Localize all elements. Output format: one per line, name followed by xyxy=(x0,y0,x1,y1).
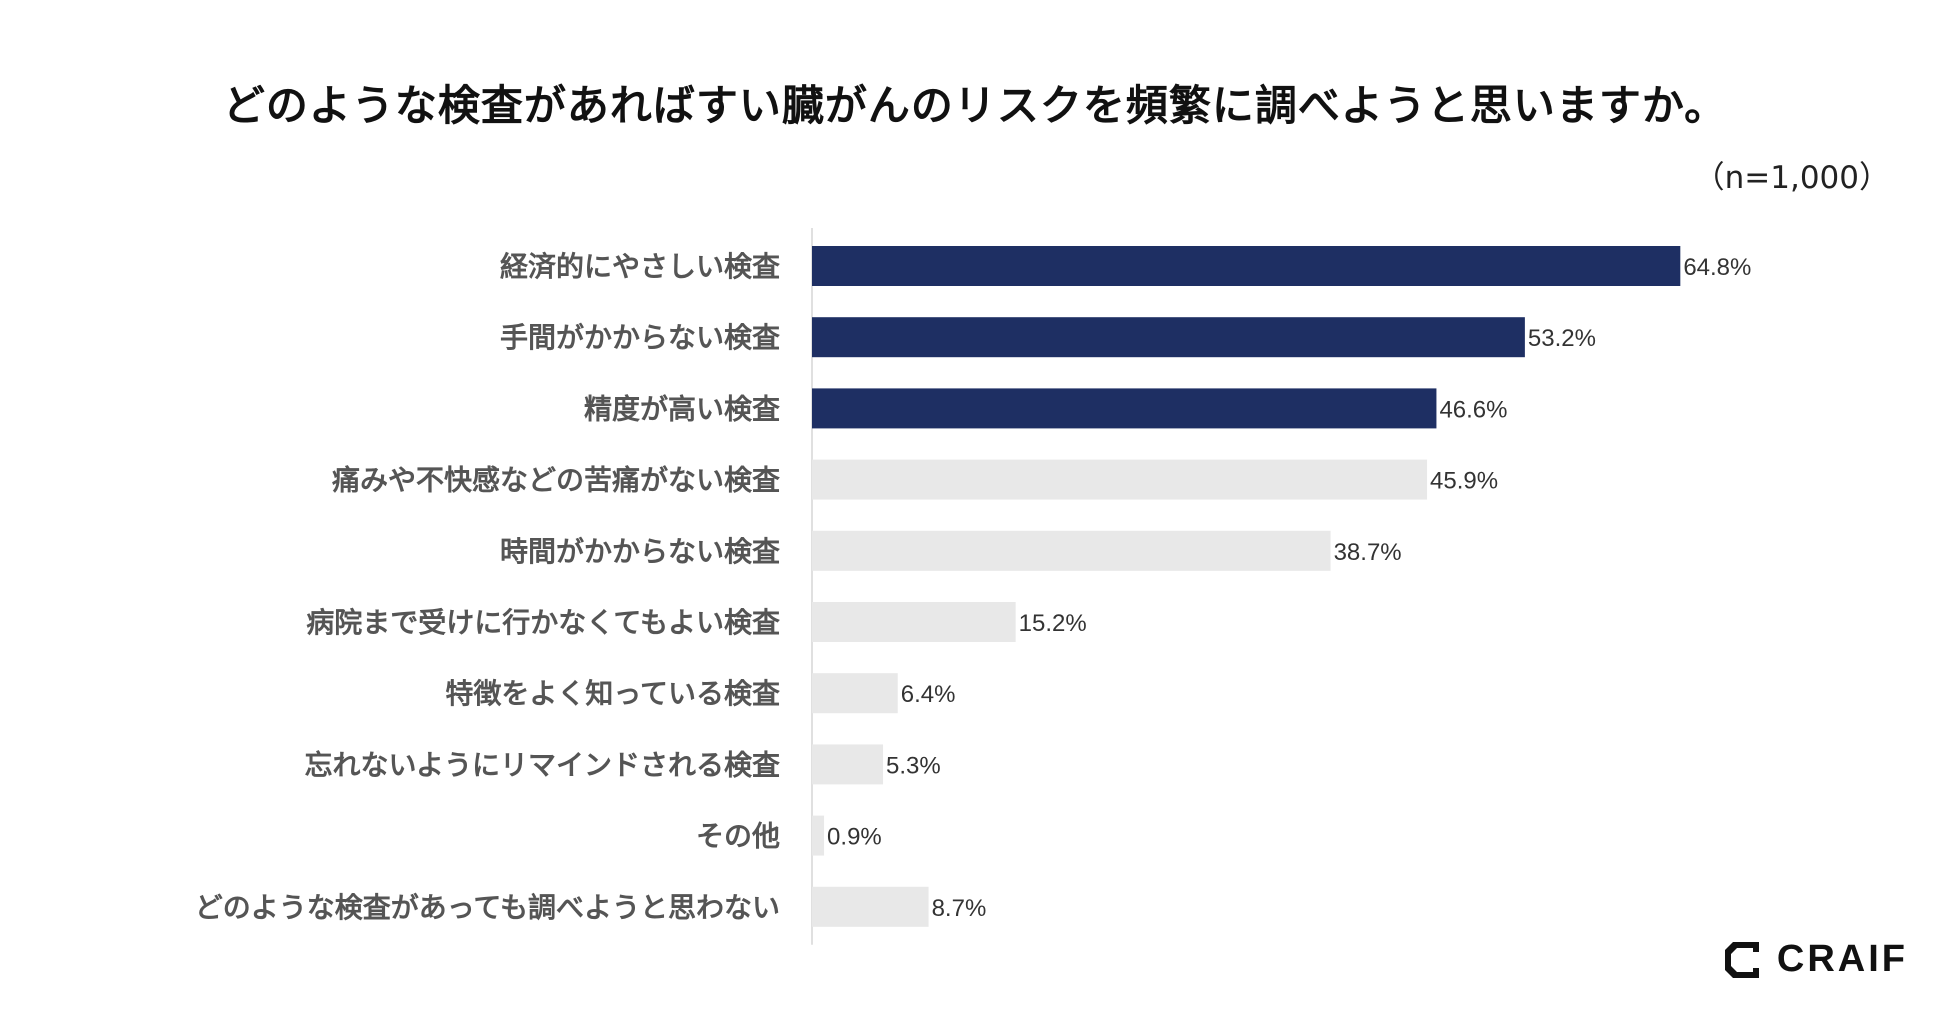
bar xyxy=(812,388,1437,429)
category-label: その他 xyxy=(696,820,780,853)
value-label: 5.3% xyxy=(886,752,941,779)
category-label: 特徴をよく知っている検査 xyxy=(445,677,780,710)
bar xyxy=(812,317,1525,358)
craif-logo-icon xyxy=(1724,941,1759,978)
category-label: 手間がかからない検査 xyxy=(500,321,780,354)
category-label: 時間がかからない検査 xyxy=(500,535,780,568)
chart-title: どのような検査があればすい臓がんのリスクを頻繁に調べようと思いますか。 xyxy=(222,81,1728,130)
value-label: 45.9% xyxy=(1430,468,1498,495)
sample-size-label: （n=1,000） xyxy=(1693,160,1890,196)
value-label: 64.8% xyxy=(1683,254,1751,281)
bar xyxy=(812,246,1681,286)
bar xyxy=(812,602,1016,642)
value-label: 8.7% xyxy=(932,895,987,922)
bar xyxy=(812,459,1428,500)
logo-text: CRAIF xyxy=(1776,938,1908,980)
value-label: 53.2% xyxy=(1528,325,1596,352)
value-label: 15.2% xyxy=(1019,610,1087,637)
craif-logo: CRAIF xyxy=(1723,938,1908,981)
category-label: 痛みや不快感などの苦痛がない検査 xyxy=(332,464,780,497)
bar xyxy=(812,886,929,927)
category-label: 忘れないようにリマインドされる検査 xyxy=(305,748,780,781)
bar xyxy=(812,673,898,714)
category-label: どのような検査があっても調べようと思わない xyxy=(195,891,780,924)
bar xyxy=(812,815,825,856)
bar xyxy=(812,530,1331,571)
bar xyxy=(812,744,884,785)
category-label: 精度が高い検査 xyxy=(584,392,780,425)
value-label: 6.4% xyxy=(901,681,956,708)
value-label: 0.9% xyxy=(827,824,882,851)
value-label: 38.7% xyxy=(1334,539,1402,566)
category-label: 経済的にやさしい検査 xyxy=(500,250,780,283)
bars-group: 経済的にやさしい検査 64.8% 手間がかからない検査 53.2% 精度が高い検査 46.… xyxy=(195,246,1751,927)
category-label: 病院まで受けに行かなくてもよい検査 xyxy=(306,606,780,639)
value-label: 46.6% xyxy=(1439,396,1507,423)
